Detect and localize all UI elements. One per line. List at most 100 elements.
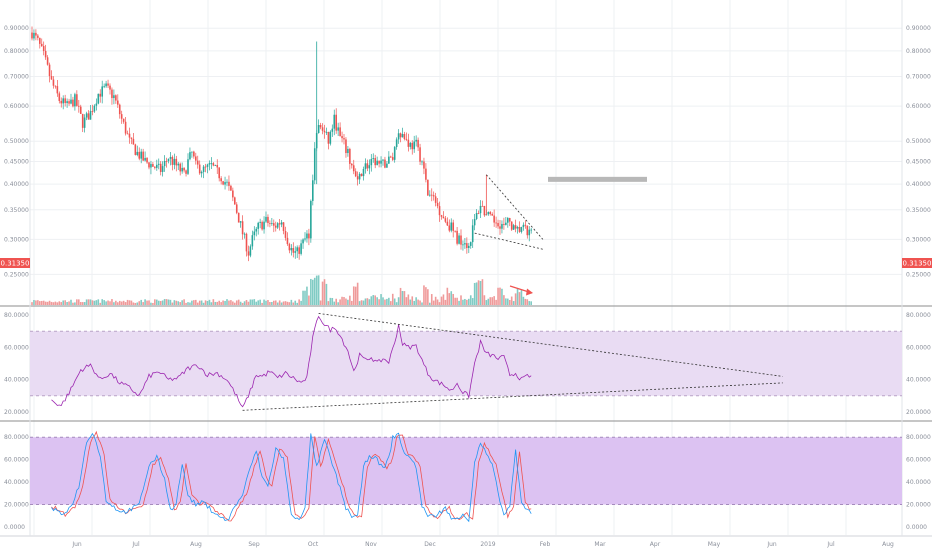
candle-body	[171, 156, 174, 165]
candle-body	[364, 163, 367, 170]
volume-bar	[196, 302, 199, 305]
candle-body	[386, 163, 388, 168]
candle-body	[202, 166, 205, 172]
candle-body	[304, 238, 306, 240]
candle-body	[76, 94, 78, 106]
candle-body	[150, 164, 152, 168]
volume-bar	[54, 301, 57, 305]
stoch-series	[51, 430, 532, 523]
volume-bar	[501, 288, 503, 305]
candle-body	[497, 222, 499, 227]
candle-body	[491, 214, 493, 216]
volume-bar	[495, 299, 497, 305]
volume-bar	[313, 277, 316, 305]
candle-body	[393, 147, 396, 160]
candle-body	[421, 161, 423, 163]
volume-bar	[259, 299, 261, 305]
volume-bar	[64, 300, 66, 305]
candle-body	[175, 158, 178, 166]
volume-bar	[286, 301, 289, 305]
volume-bar	[308, 295, 310, 305]
candle-body	[462, 244, 464, 246]
candle-body	[269, 223, 271, 224]
candle-body	[413, 141, 415, 150]
annotations	[474, 174, 647, 296]
volume-bar	[352, 286, 355, 305]
candle-body	[450, 222, 453, 231]
price-tick-left: 0.50000	[4, 138, 29, 145]
volume-bar	[337, 302, 339, 305]
candle-body	[97, 93, 100, 104]
rsi-tick-left: 60.0000	[4, 344, 29, 351]
volume-bar	[475, 282, 478, 305]
volume-bar	[401, 291, 404, 305]
volume-bar	[516, 288, 519, 305]
volume-bar	[512, 301, 515, 305]
price-tick-left: 0.80000	[4, 48, 29, 55]
candle-body	[430, 194, 433, 196]
volume-bar	[469, 295, 472, 305]
candle-body	[294, 251, 297, 253]
candle-body	[83, 117, 86, 128]
volume-bar	[60, 302, 63, 305]
candle-body	[349, 148, 351, 164]
volume-bar	[89, 299, 92, 305]
volume-bar	[126, 299, 129, 305]
volume-bar	[113, 302, 115, 305]
candle-body	[105, 83, 107, 87]
stoch-tick-right: 60.0000	[906, 457, 931, 464]
candle-body	[253, 231, 256, 236]
volume-bar	[423, 285, 425, 305]
volume-bar	[481, 279, 484, 305]
volume-bar	[85, 299, 88, 305]
candle-body	[144, 157, 146, 161]
candle-body	[362, 169, 365, 177]
volume-bar	[528, 301, 531, 305]
volume-bar	[526, 299, 529, 305]
price-tick-left: 0.35000	[4, 207, 29, 214]
candle-body	[319, 125, 322, 128]
volume-bar	[115, 300, 117, 305]
candle-body	[280, 222, 283, 225]
volume-bar	[42, 300, 45, 305]
candle-body	[241, 221, 244, 235]
volume-bar	[458, 300, 460, 305]
candle-body	[185, 170, 187, 174]
volume-bar	[372, 295, 375, 305]
volume-bar	[95, 300, 98, 305]
candle-body	[60, 100, 63, 104]
volume-bar	[99, 302, 102, 305]
candle-body	[469, 242, 472, 246]
candle-body	[298, 247, 300, 254]
candle-body	[138, 151, 141, 159]
volume-bars	[31, 275, 532, 305]
volume-bar	[161, 300, 164, 305]
volume-bar	[444, 299, 447, 305]
candle-body	[505, 222, 507, 225]
candle-body	[452, 222, 454, 231]
volume-bar	[304, 290, 306, 305]
candle-body	[124, 121, 127, 134]
volume-bar	[105, 301, 107, 305]
candle-body	[204, 166, 207, 168]
volume-bar	[397, 297, 400, 305]
volume-bar	[212, 299, 215, 305]
candle-body	[473, 218, 476, 226]
volume-bar	[300, 300, 302, 305]
volume-bar	[142, 302, 144, 305]
candle-body	[259, 221, 261, 223]
volume-bar	[68, 301, 70, 305]
volume-bar	[58, 301, 61, 305]
volume-bar	[518, 292, 521, 305]
candle-body	[107, 83, 109, 86]
price-tick-left: 0.30000	[4, 236, 29, 243]
candle-body	[271, 223, 273, 224]
volume-bar	[278, 300, 281, 305]
candle-body	[347, 148, 349, 154]
volume-bar	[202, 302, 205, 305]
volume-bar	[208, 299, 211, 305]
volume-bar	[524, 298, 527, 305]
candle-body	[167, 158, 170, 162]
target-zone-box	[548, 176, 647, 182]
